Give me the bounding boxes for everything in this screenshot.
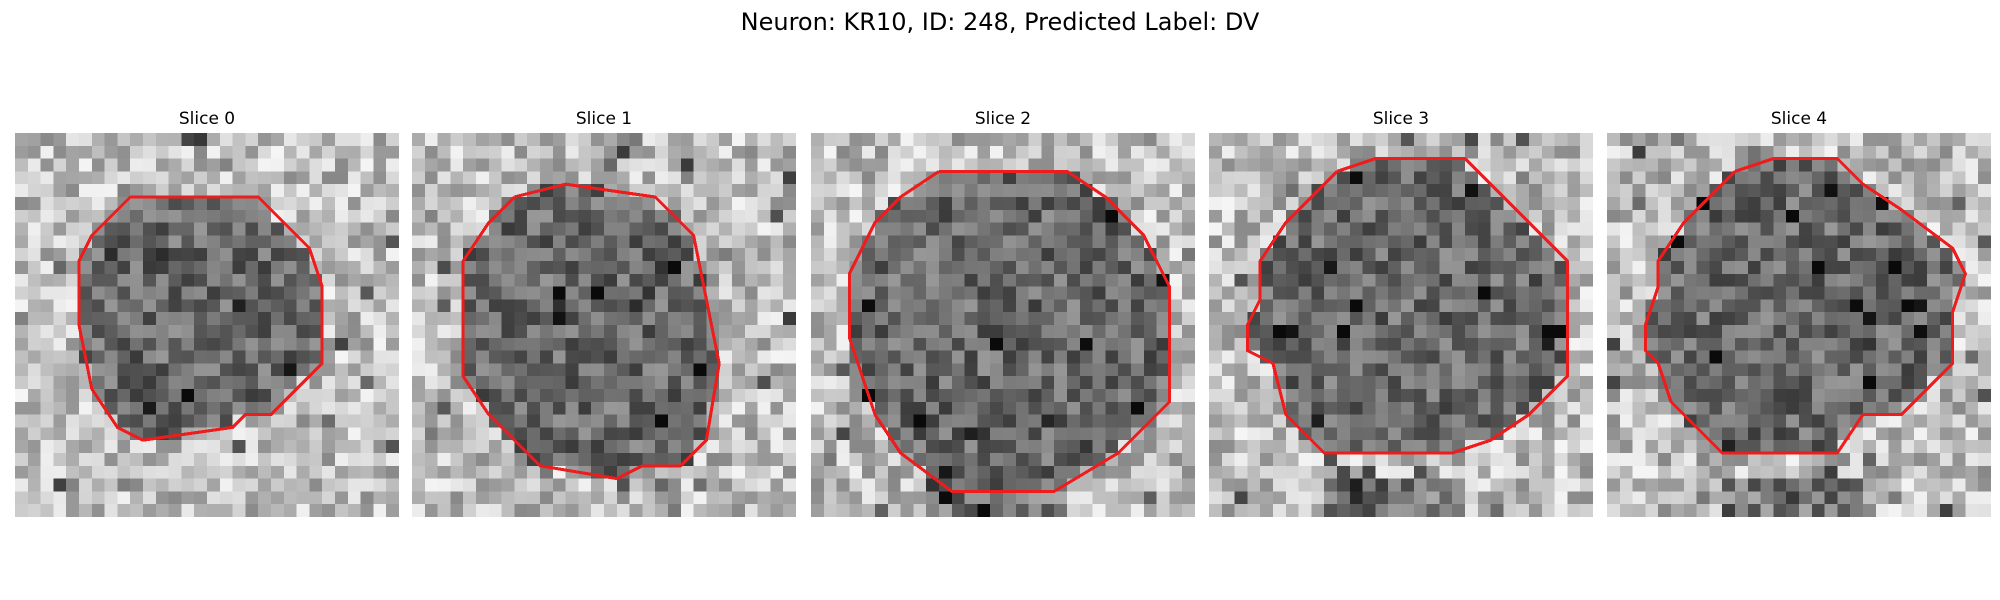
slice-image-3 [1209,133,1593,517]
pixel-grid-0 [15,133,399,517]
slice-title-3: Slice 3 [1372,109,1430,129]
slice-image-2 [811,133,1195,517]
slice-image-1 [412,133,796,517]
slice-title-1: Slice 1 [575,109,633,129]
slice-panel-4: Slice 4 [1607,108,1991,517]
slice-panel-2: Slice 2 [811,108,1195,517]
roi-contour-1 [461,182,721,481]
slice-image-0 [15,133,399,517]
slice-panel-3: Slice 3 [1209,108,1593,517]
roi-contour-4 [1643,157,1967,455]
pixel-grid-3 [1209,133,1593,517]
roi-contour-2 [847,169,1171,493]
slice-image-4 [1607,133,1991,517]
slice-title-2: Slice 2 [974,109,1032,129]
figure-title: Neuron: KR10, ID: 248, Predicted Label: … [740,8,1260,36]
pixel-grid-4 [1607,133,1991,517]
slice-panel-1: Slice 1 [412,108,796,517]
slice-panel-0: Slice 0 [15,108,399,517]
pixel-grid-2 [811,133,1195,517]
pixel-grid-1 [412,133,796,517]
slice-title-4: Slice 4 [1770,109,1828,129]
roi-contour-3 [1245,157,1569,455]
roi-contour-0 [77,195,324,442]
slice-title-0: Slice 0 [178,109,236,129]
